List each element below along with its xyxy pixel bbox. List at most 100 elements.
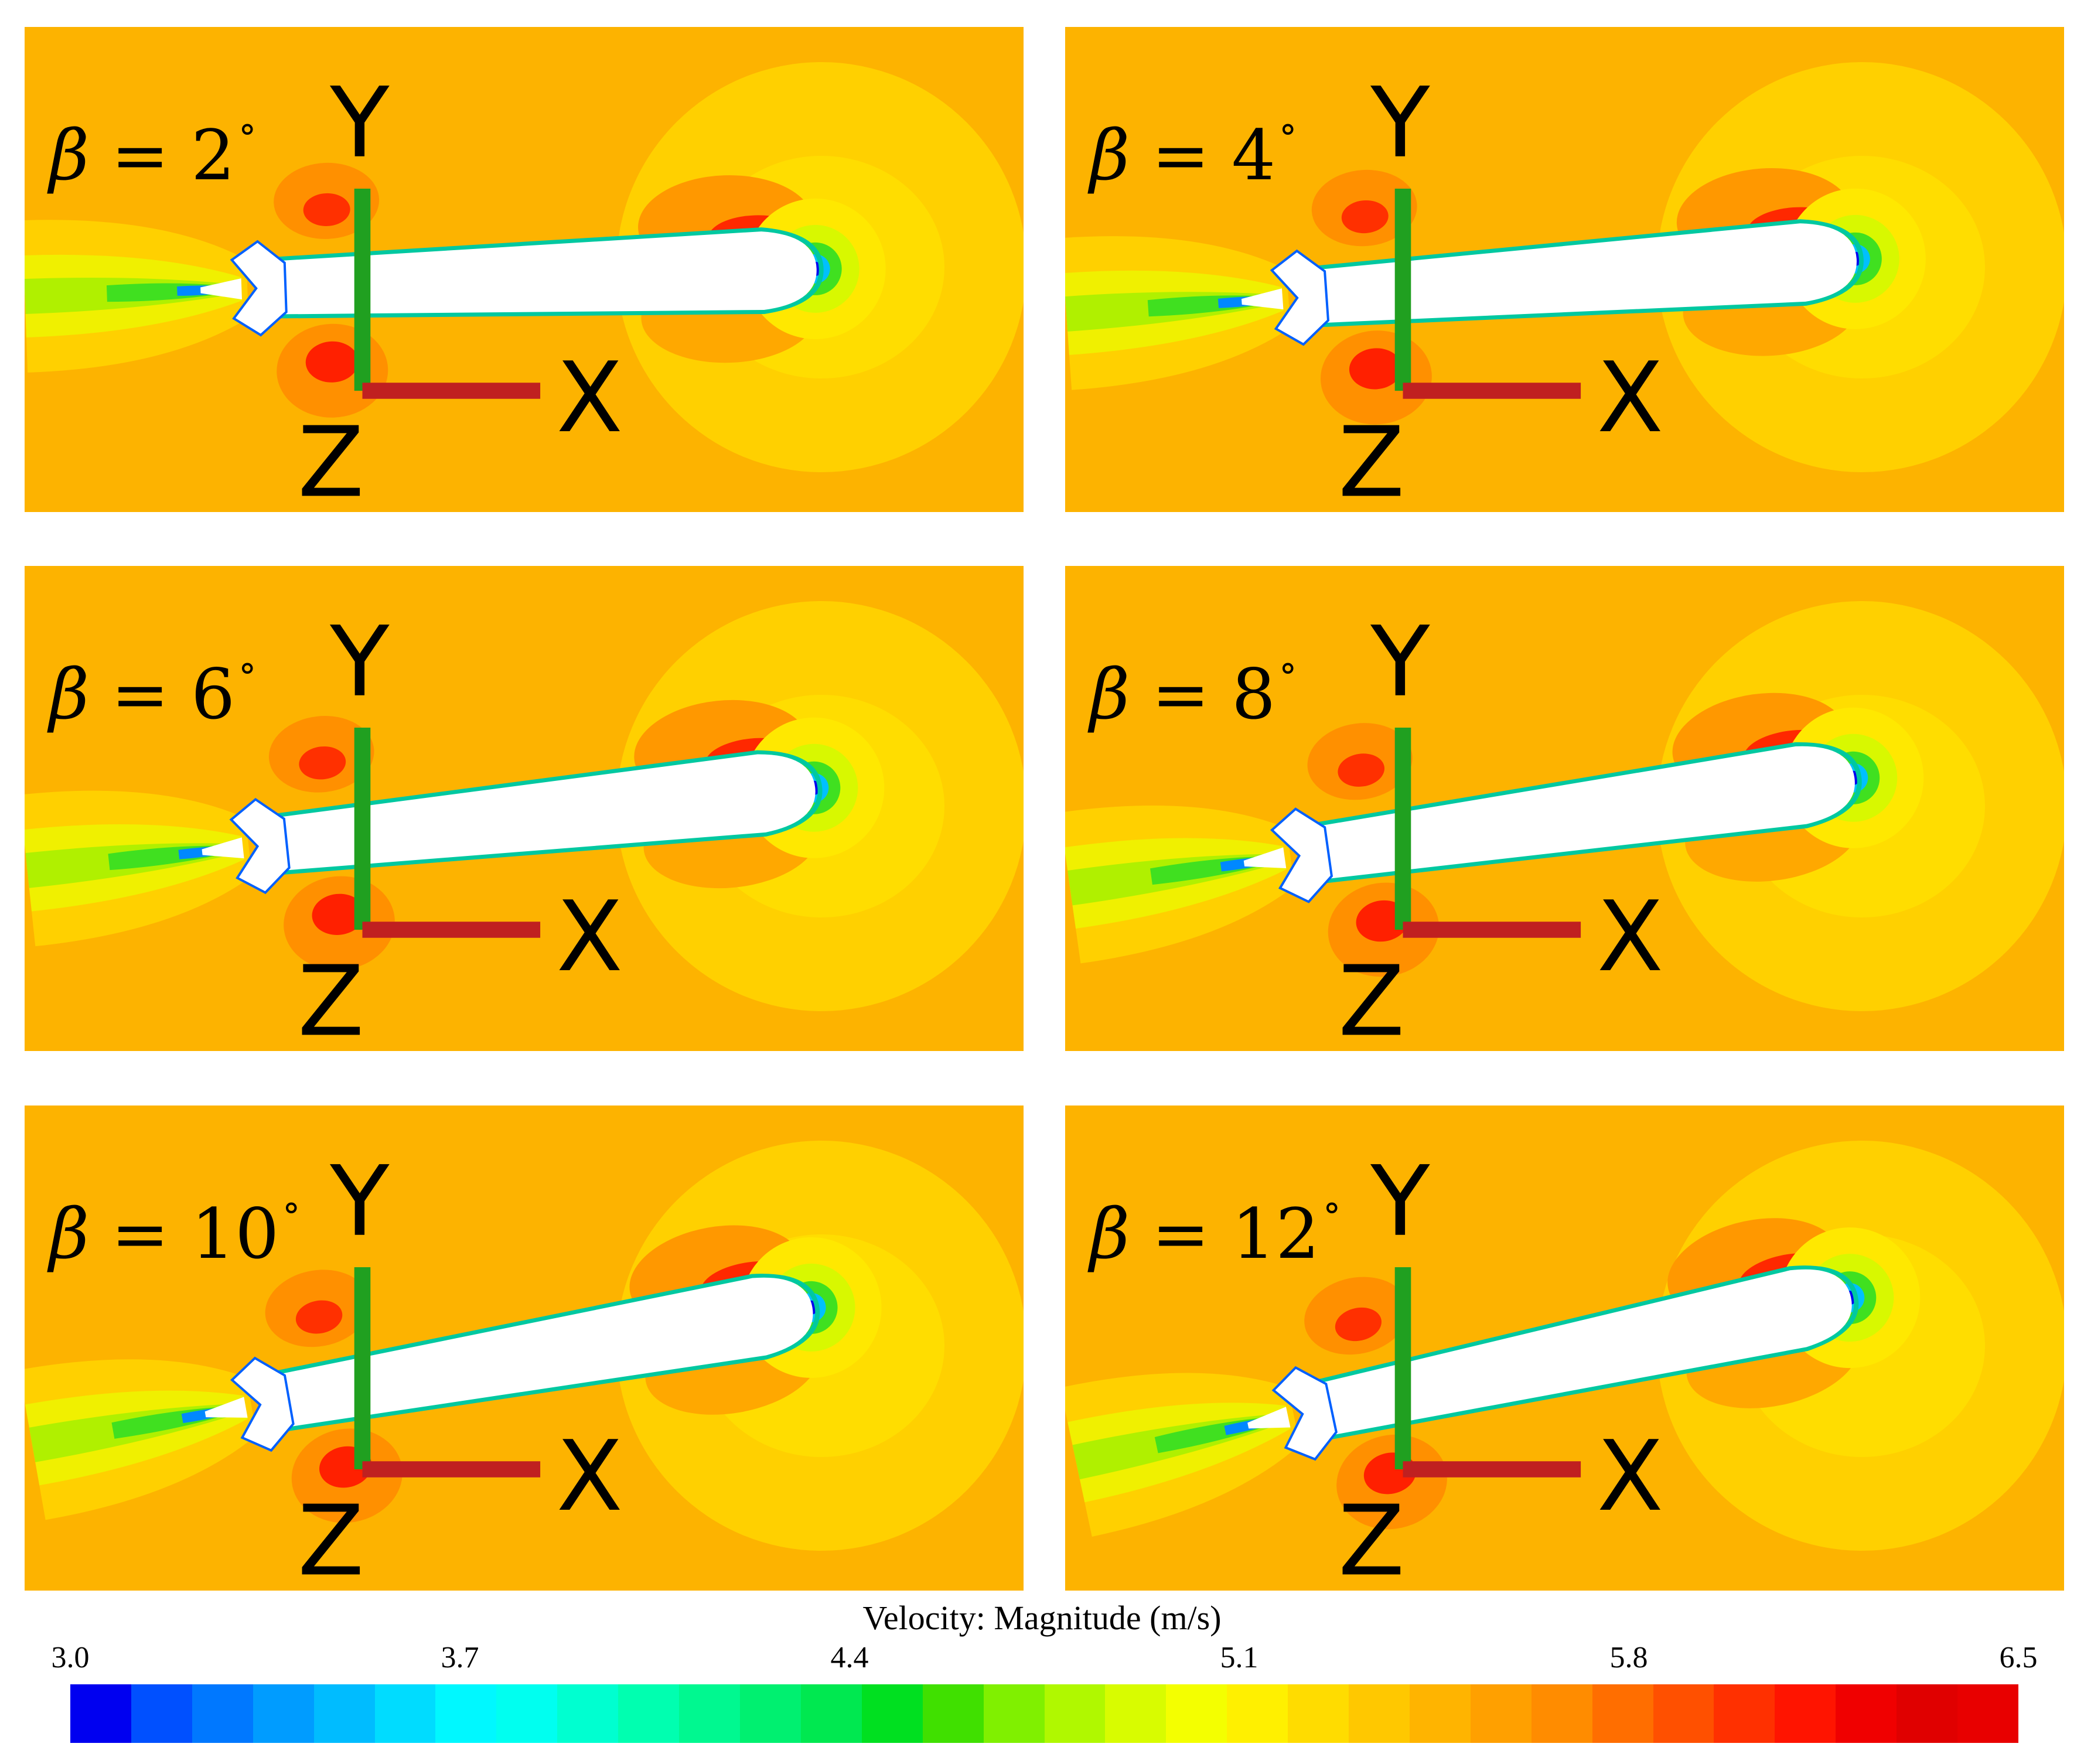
beta-value: = 12 (1151, 1193, 1320, 1274)
colorbar-segment (1227, 1684, 1288, 1743)
contour-field (1065, 62, 2064, 472)
beta-symbol: β (49, 115, 90, 196)
axis-triad-icon: Y Z X (1338, 1145, 1663, 1591)
colorbar-title: Velocity: Magnitude (m/s) (862, 1599, 1222, 1637)
degree-symbol: ° (238, 118, 257, 159)
axis-z-label: Z (298, 406, 364, 512)
degree-symbol: ° (1323, 1196, 1341, 1237)
beta-angle-label: β = 4 ° (1090, 121, 1297, 190)
degree-symbol: ° (1279, 118, 1297, 159)
colorbar-tick: 3.7 (441, 1641, 479, 1674)
beta-value: = 10 (111, 1193, 279, 1274)
colorbar-segment (131, 1684, 192, 1743)
degree-symbol: ° (238, 657, 257, 698)
beta-symbol: β (1090, 654, 1130, 735)
colorbar-segment (374, 1684, 436, 1743)
beta-angle-label: β = 2 ° (49, 121, 256, 190)
colorbar-segment (1531, 1684, 1592, 1743)
colorbar-segment (1409, 1684, 1471, 1743)
colorbar-segment (557, 1684, 619, 1743)
colorbar-segment (922, 1684, 984, 1743)
degree-symbol: ° (1279, 657, 1297, 698)
colorbar-segment (1592, 1684, 1653, 1743)
axis-y-label: Y (329, 1145, 390, 1258)
colorbar-segment (1166, 1684, 1227, 1743)
axis-x-label: X (1597, 342, 1663, 455)
colorbar-tick: 4.4 (830, 1641, 869, 1674)
velocity-contour-panel: β = 12 ° Y Z X (1065, 1106, 2064, 1591)
axis-triad-icon: Y Z X (298, 67, 623, 512)
velocity-contour-panel: β = 6 ° Y Z X (25, 566, 1024, 1051)
beta-angle-label: β = 6 ° (49, 660, 256, 729)
colorbar-segment (1957, 1684, 2018, 1743)
axis-triad-icon: Y Z X (1338, 606, 1663, 1051)
colorbar-segment (1349, 1684, 1410, 1743)
contour-field (25, 1141, 1024, 1551)
colorbar-segment (1470, 1684, 1532, 1743)
beta-value: = 6 (111, 654, 236, 735)
axis-y-label: Y (1370, 67, 1430, 180)
colorbar-segment (1897, 1684, 1958, 1743)
axis-x-label: X (1597, 881, 1663, 994)
colorbar-segment (192, 1684, 253, 1743)
beta-symbol: β (49, 654, 90, 735)
colorbar-segment (1653, 1684, 1714, 1743)
axis-y-label: Y (329, 67, 390, 180)
axis-x-label: X (557, 1420, 623, 1533)
colorbar-segment (1836, 1684, 1897, 1743)
colorbar-segment (983, 1684, 1045, 1743)
axis-z-label: Z (1338, 406, 1404, 512)
beta-symbol: β (1090, 1193, 1130, 1274)
contour-field (25, 62, 1024, 472)
axis-triad-icon: Y Z X (1338, 67, 1663, 512)
colorbar-segment (435, 1684, 497, 1743)
velocity-contour-panel: β = 4 ° Y Z X (1065, 27, 2064, 512)
beta-symbol: β (1090, 115, 1130, 196)
velocity-contour-panel: β = 2 ° Y Z X (25, 27, 1024, 512)
beta-angle-label: β = 8 ° (1090, 660, 1297, 729)
contour-field (1065, 1141, 2064, 1551)
axis-triad-icon: Y Z X (298, 606, 623, 1051)
beta-angle-label: β = 12 ° (1090, 1199, 1341, 1268)
axis-y-label: Y (329, 606, 390, 719)
beta-value: = 2 (111, 115, 236, 196)
contour-field (25, 601, 1024, 1011)
colorbar-segment (1288, 1684, 1349, 1743)
colorbar-segment (70, 1684, 131, 1743)
axis-z-label: Z (298, 945, 364, 1051)
colorbar-segment (1044, 1684, 1106, 1743)
colorbar-segment (618, 1684, 680, 1743)
colorbar-tick: 3.0 (51, 1641, 90, 1674)
colorbar-tick: 6.5 (1999, 1641, 2038, 1674)
axis-z-label: Z (1338, 945, 1404, 1051)
colorbar-segment (861, 1684, 923, 1743)
beta-value: = 4 (1151, 115, 1276, 196)
colorbar-segment (1775, 1684, 1836, 1743)
colorbar-segment (313, 1684, 375, 1743)
beta-angle-label: β = 10 ° (49, 1199, 300, 1268)
velocity-contour-panel: β = 8 ° Y Z X (1065, 566, 2064, 1051)
colorbar-segment (496, 1684, 558, 1743)
beta-symbol: β (49, 1193, 90, 1274)
colorbar-segment (800, 1684, 862, 1743)
colorbar-tick: 5.8 (1609, 1641, 1648, 1674)
axis-z-label: Z (298, 1485, 364, 1591)
colorbar-segment (679, 1684, 740, 1743)
axis-x-label: X (1597, 1420, 1663, 1533)
axis-x-label: X (557, 342, 623, 455)
colorbar-segment (739, 1684, 801, 1743)
colorbar-tick: 5.1 (1220, 1641, 1258, 1674)
degree-symbol: ° (282, 1196, 301, 1237)
axis-triad-icon: Y Z X (298, 1145, 623, 1591)
axis-y-label: Y (1370, 606, 1430, 719)
axis-x-label: X (557, 881, 623, 994)
axis-y-label: Y (1370, 1145, 1430, 1258)
colorbar-segment (1714, 1684, 1775, 1743)
colorbar-segment (1105, 1684, 1167, 1743)
contour-field (1065, 601, 2064, 1011)
axis-z-label: Z (1338, 1485, 1404, 1591)
colorbar (70, 1684, 2018, 1743)
velocity-contour-panel: β = 10 ° Y Z X (25, 1106, 1024, 1591)
colorbar-segment (253, 1684, 314, 1743)
beta-value: = 8 (1151, 654, 1276, 735)
